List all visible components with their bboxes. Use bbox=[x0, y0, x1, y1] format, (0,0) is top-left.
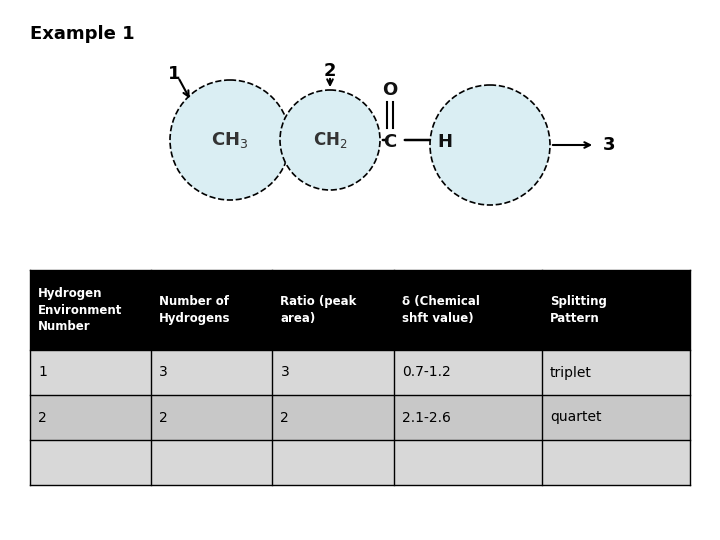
Text: C: C bbox=[383, 133, 397, 151]
Text: 2: 2 bbox=[324, 62, 336, 80]
Bar bbox=[272, 350, 394, 395]
Bar bbox=[394, 440, 542, 485]
Bar bbox=[30, 270, 151, 350]
Bar bbox=[272, 440, 394, 485]
Bar bbox=[542, 350, 690, 395]
Bar bbox=[30, 350, 151, 395]
Text: Example 1: Example 1 bbox=[30, 25, 135, 43]
Bar bbox=[542, 395, 690, 440]
Bar bbox=[272, 395, 394, 440]
Text: 1: 1 bbox=[38, 366, 47, 380]
Text: Ratio (peak
area): Ratio (peak area) bbox=[281, 295, 357, 325]
Bar bbox=[394, 350, 542, 395]
Text: Number of
Hydrogens: Number of Hydrogens bbox=[159, 295, 230, 325]
Text: CH$_2$: CH$_2$ bbox=[312, 130, 347, 150]
Bar bbox=[151, 270, 272, 350]
Text: H: H bbox=[438, 133, 452, 151]
Text: 2: 2 bbox=[38, 410, 47, 424]
Bar bbox=[151, 395, 272, 440]
Bar bbox=[30, 395, 151, 440]
Text: quartet: quartet bbox=[550, 410, 601, 424]
Text: triplet: triplet bbox=[550, 366, 592, 380]
Text: 0.7-1.2: 0.7-1.2 bbox=[402, 366, 451, 380]
Text: 2.1-2.6: 2.1-2.6 bbox=[402, 410, 451, 424]
Circle shape bbox=[170, 80, 290, 200]
Bar bbox=[542, 270, 690, 350]
Circle shape bbox=[280, 90, 380, 190]
Text: O: O bbox=[382, 81, 397, 99]
Bar bbox=[272, 270, 394, 350]
Text: 3: 3 bbox=[603, 136, 616, 154]
Bar bbox=[394, 395, 542, 440]
Text: 1: 1 bbox=[168, 65, 181, 83]
Circle shape bbox=[430, 85, 550, 205]
Bar bbox=[151, 440, 272, 485]
Text: 3: 3 bbox=[281, 366, 289, 380]
Text: δ (Chemical
shft value): δ (Chemical shft value) bbox=[402, 295, 480, 325]
Bar bbox=[30, 440, 151, 485]
Bar bbox=[151, 350, 272, 395]
Text: Splitting
Pattern: Splitting Pattern bbox=[550, 295, 607, 325]
Text: CH$_3$: CH$_3$ bbox=[211, 130, 248, 150]
Bar bbox=[542, 440, 690, 485]
Text: 3: 3 bbox=[159, 366, 168, 380]
Text: 2: 2 bbox=[281, 410, 289, 424]
Text: Hydrogen
Environment
Number: Hydrogen Environment Number bbox=[38, 287, 122, 334]
Text: 2: 2 bbox=[159, 410, 168, 424]
Bar bbox=[394, 270, 542, 350]
